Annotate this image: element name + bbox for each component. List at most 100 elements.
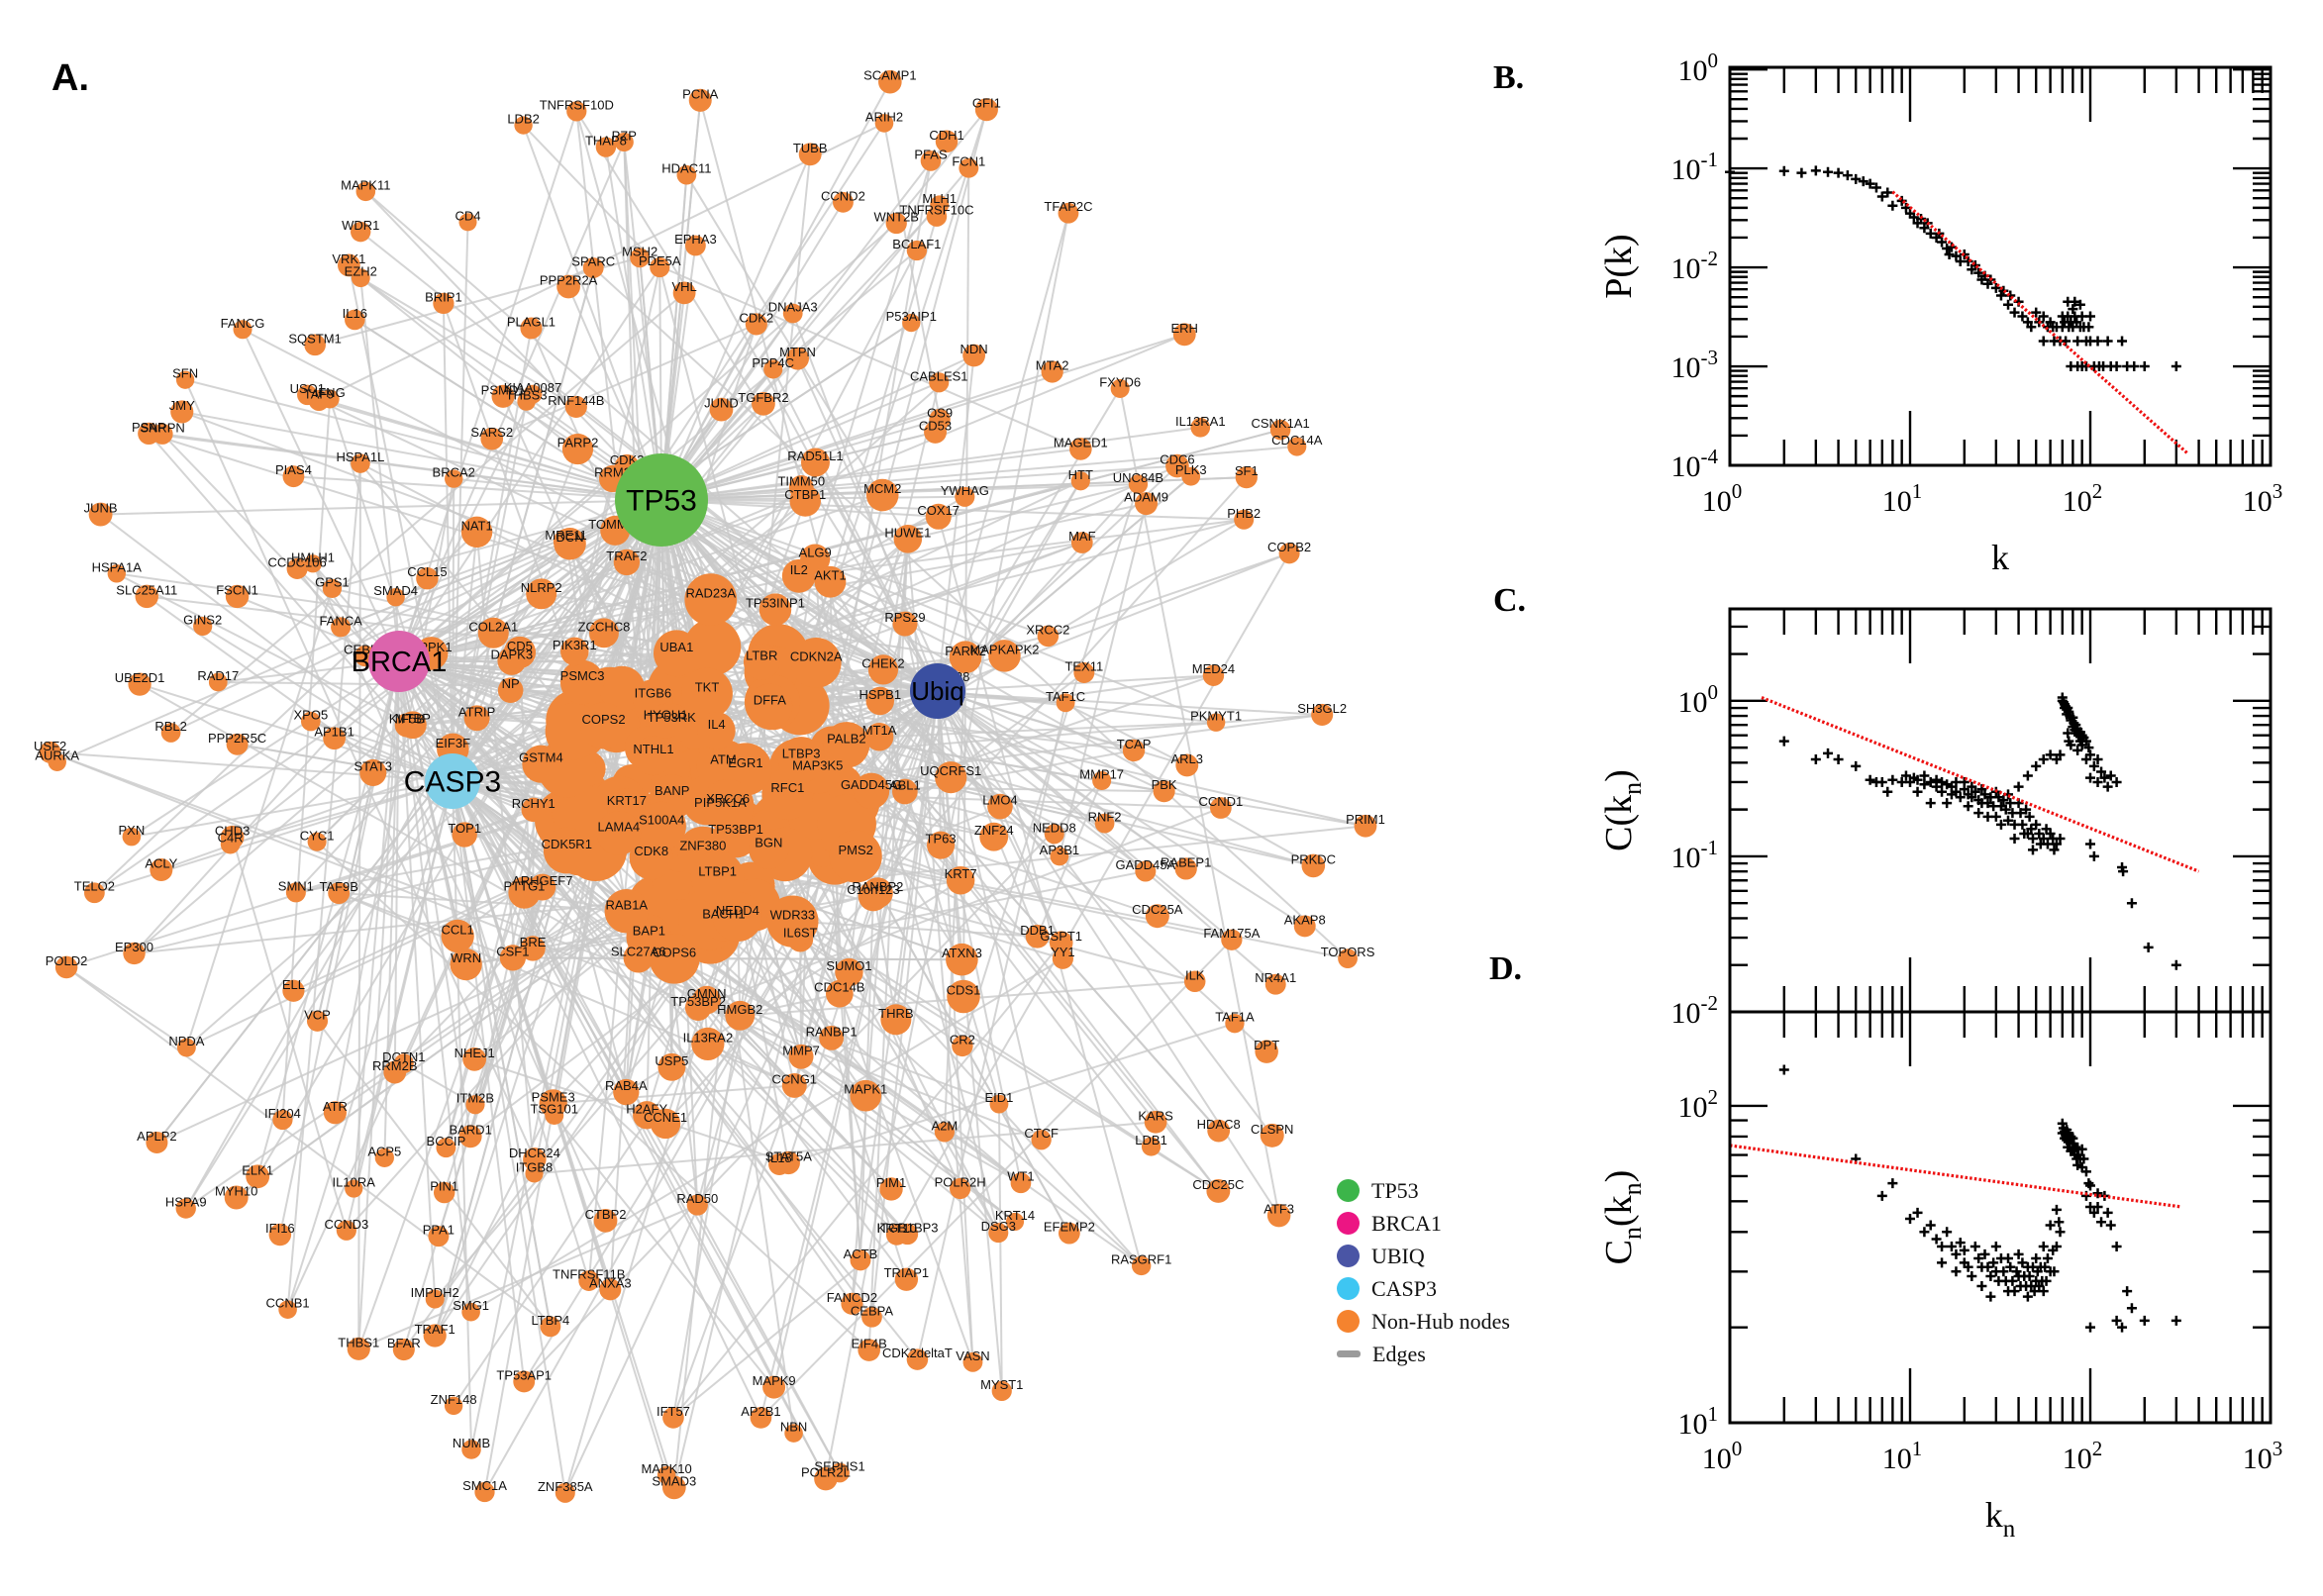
svg-text:RAD23A: RAD23A: [685, 586, 736, 601]
svg-text:HUWE1: HUWE1: [884, 525, 931, 540]
svg-text:IL6ST: IL6ST: [783, 925, 818, 940]
svg-text:UQCRFS1: UQCRFS1: [920, 763, 981, 778]
svg-text:IFT57: IFT57: [656, 1404, 690, 1419]
svg-text:CABLES1: CABLES1: [910, 368, 968, 383]
svg-text:RNF144B: RNF144B: [548, 393, 604, 408]
svg-text:ATXN3: ATXN3: [942, 946, 982, 960]
svg-text:RBL2: RBL2: [154, 719, 187, 734]
svg-text:ELL: ELL: [282, 977, 305, 992]
svg-text:HSPB1: HSPB1: [858, 687, 901, 702]
svg-text:WT1: WT1: [1007, 1169, 1034, 1184]
svg-text:C1orf123: C1orf123: [847, 882, 899, 897]
svg-text:RANBP2: RANBP2: [852, 879, 903, 894]
node-color-swatch: [1337, 1212, 1360, 1235]
svg-text:CD5: CD5: [507, 639, 533, 653]
svg-text:TP53BP1: TP53BP1: [708, 822, 763, 837]
svg-text:TKT: TKT: [695, 679, 720, 694]
svg-text:TRAF1: TRAF1: [415, 1322, 455, 1337]
svg-text:P53AIP1: P53AIP1: [886, 309, 937, 324]
svg-text:HMGB2: HMGB2: [717, 1002, 762, 1017]
svg-text:ANXA3: ANXA3: [589, 1275, 632, 1290]
svg-text:LTBP4: LTBP4: [531, 1313, 569, 1328]
svg-text:NEDD4: NEDD4: [716, 903, 759, 918]
svg-text:LAMA4: LAMA4: [598, 819, 641, 834]
svg-text:CCL15: CCL15: [407, 564, 447, 579]
svg-text:SMG1: SMG1: [453, 1298, 489, 1313]
legend-label: BRCA1: [1371, 1210, 1442, 1236]
svg-text:PIM1: PIM1: [876, 1175, 906, 1190]
svg-text:TELO2: TELO2: [74, 879, 115, 894]
svg-text:101: 101: [1882, 1437, 1923, 1475]
svg-text:ZNF385A: ZNF385A: [538, 1479, 593, 1494]
svg-text:PIP5K1A: PIP5K1A: [694, 795, 747, 810]
legend-item-brca1: BRCA1: [1337, 1207, 1510, 1240]
svg-text:NEDD8: NEDD8: [1033, 820, 1076, 835]
svg-text:DSG3: DSG3: [981, 1219, 1016, 1234]
svg-text:TNFRSF10C: TNFRSF10C: [899, 203, 973, 218]
svg-text:100: 100: [1678, 680, 1719, 719]
legend-item-casp3: CASP3: [1337, 1272, 1510, 1305]
svg-text:CDKN2A: CDKN2A: [790, 648, 843, 663]
svg-text:TAF9B: TAF9B: [319, 879, 358, 894]
svg-text:CLSPN: CLSPN: [1251, 1122, 1293, 1137]
svg-text:NAT1: NAT1: [460, 518, 492, 533]
svg-text:POLD2: POLD2: [46, 953, 88, 968]
svg-text:PSMD1: PSMD1: [481, 382, 526, 397]
svg-text:ARIH2: ARIH2: [865, 109, 903, 124]
hub-brca1: [368, 631, 430, 692]
svg-text:PBK: PBK: [1152, 777, 1177, 792]
svg-text:PMS2: PMS2: [838, 843, 872, 857]
svg-text:PARP2: PARP2: [557, 436, 599, 450]
svg-text:GMNN: GMNN: [687, 986, 727, 1001]
svg-text:CEBPA: CEBPA: [851, 1303, 893, 1318]
svg-text:AP2B1: AP2B1: [741, 1404, 780, 1419]
svg-text:CHD3: CHD3: [215, 824, 250, 839]
svg-text:EIF3F: EIF3F: [436, 736, 470, 750]
svg-text:CCNB1: CCNB1: [266, 1296, 310, 1311]
svg-text:MSH2: MSH2: [622, 244, 657, 258]
svg-text:MTA2: MTA2: [1036, 357, 1069, 372]
svg-text:BAP1: BAP1: [633, 924, 665, 939]
svg-text:STAT5A: STAT5A: [765, 1148, 813, 1163]
svg-text:PRKDC: PRKDC: [1291, 851, 1337, 866]
svg-text:MAF: MAF: [1068, 529, 1096, 544]
svg-text:FXYD6: FXYD6: [1099, 374, 1141, 389]
axis-ticks: [1730, 1012, 2271, 1423]
svg-text:AURKA: AURKA: [35, 748, 79, 763]
svg-text:TP63: TP63: [926, 832, 957, 847]
chart-panel-c: 100 10-1 10-2 C(kn): [1598, 607, 2272, 1030]
svg-text:GFI1: GFI1: [972, 96, 1001, 111]
svg-text:MMP17: MMP17: [1079, 766, 1124, 781]
svg-text:MAPK11: MAPK11: [341, 177, 390, 192]
svg-text:BGN: BGN: [755, 836, 782, 850]
panel-label-c: C.: [1493, 582, 1527, 619]
svg-text:MMP7: MMP7: [782, 1043, 820, 1057]
svg-text:RANBP1: RANBP1: [806, 1024, 858, 1039]
svg-text:SLC25A11: SLC25A11: [116, 582, 177, 597]
svg-text:RFC1: RFC1: [770, 780, 804, 795]
svg-text:CSF1: CSF1: [496, 944, 529, 958]
svg-text:ZCCHC8: ZCCHC8: [578, 619, 631, 634]
svg-text:MTPN: MTPN: [779, 345, 816, 359]
svg-text:ATRIP: ATRIP: [458, 704, 495, 719]
svg-text:DCN: DCN: [556, 530, 583, 545]
svg-text:MCM2: MCM2: [863, 481, 901, 496]
legend-item-edges: Edges: [1337, 1338, 1510, 1370]
svg-text:103: 103: [2243, 479, 2283, 518]
svg-text:USF2: USF2: [34, 739, 66, 753]
svg-text:USO1: USO1: [290, 381, 325, 396]
svg-text:BARD1: BARD1: [449, 1123, 491, 1138]
hub-label-brca1: BRCA1: [352, 647, 448, 678]
svg-text:TUBB: TUBB: [793, 141, 828, 155]
svg-text:YWHAG: YWHAG: [941, 483, 989, 498]
svg-text:ACTB: ACTB: [844, 1247, 878, 1261]
svg-text:H2AFY: H2AFY: [626, 1101, 667, 1116]
svg-text:DCTN1: DCTN1: [382, 1049, 425, 1064]
svg-text:EIF4B: EIF4B: [852, 1337, 887, 1351]
panel-label-b: B.: [1493, 59, 1525, 96]
svg-text:SMAD4: SMAD4: [373, 583, 418, 598]
svg-text:NDN: NDN: [960, 342, 988, 356]
